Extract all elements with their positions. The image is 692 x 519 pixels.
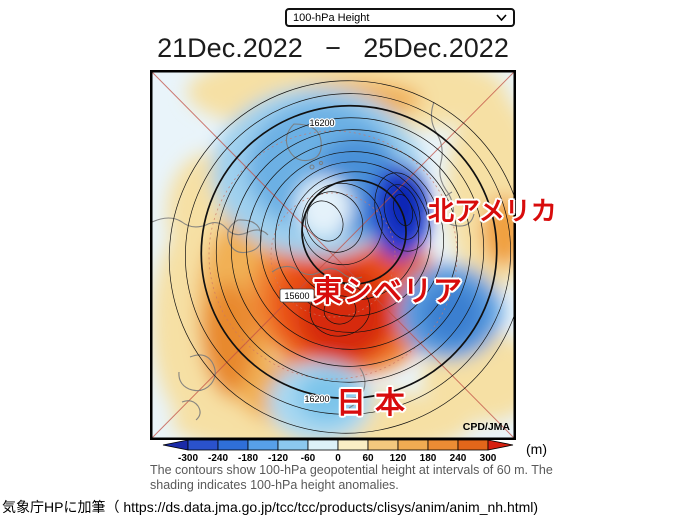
variable-select[interactable]: 100-hPa Height xyxy=(285,8,515,27)
colorbar-segment xyxy=(247,440,279,451)
colorbar-tick-label: 120 xyxy=(390,453,407,464)
colorbar-segment xyxy=(187,440,219,451)
colorbar-tick-label: -120 xyxy=(268,453,288,464)
colorbar-left-arrow xyxy=(162,440,189,451)
colorbar-tick-label: -240 xyxy=(208,453,228,464)
colorbar-right-arrow xyxy=(487,440,514,451)
height-contours xyxy=(168,80,514,434)
source-note: 気象庁HPに加筆（ https://ds.data.jma.go.jp/tcc/… xyxy=(2,499,539,515)
colorbar-segment xyxy=(217,440,249,451)
colorbar-ticks: -300 -240 -180 -120 -60 0 60 120 180 240 300 xyxy=(178,453,497,464)
figure-caption: The contours show 100-hPa geopotential h… xyxy=(150,463,620,492)
colorbar-segments xyxy=(187,440,489,451)
colorbar-tick-label: -180 xyxy=(238,453,258,464)
contour-label-middle-box: 15600 xyxy=(279,288,315,303)
colorbar-tick-label: 0 xyxy=(335,453,341,464)
colorbar-segment xyxy=(337,440,369,451)
colorbar-segment xyxy=(457,440,489,451)
figure-caption-line1: The contours show 100-hPa geopotential h… xyxy=(150,463,553,477)
colorbar-segment xyxy=(307,440,339,451)
colorbar-tick-label: 60 xyxy=(362,453,374,464)
figure-caption-line2: shading indicates 100-hPa height anomali… xyxy=(150,477,399,492)
credit-label: CPD/JMA xyxy=(463,421,511,433)
chevron-down-icon xyxy=(496,14,507,21)
colorbar-segment xyxy=(277,440,309,451)
colorbar-tick-label: 240 xyxy=(450,453,467,464)
annotation-japan: 日本 xyxy=(336,387,414,420)
colorbar-segment xyxy=(427,440,459,451)
colorbar-segment xyxy=(367,440,399,451)
date-range-title: 21Dec.2022 − 25Dec.2022 xyxy=(157,33,509,63)
colorbar-tick-label: 300 xyxy=(480,453,497,464)
annotation-east-siberia: 東シベリア xyxy=(313,276,464,308)
colorbar-unit: (m) xyxy=(526,441,547,457)
map-canvas: 16200 15600 16200 CPD/JMA xyxy=(152,72,514,438)
contour-label-middle: 15600 xyxy=(284,291,309,301)
height-anomaly-map: 16200 15600 16200 CPD/JMA xyxy=(150,70,516,440)
contour-label-bottom: 16200 xyxy=(304,394,329,404)
contour-label-top: 16200 xyxy=(309,118,334,128)
colorbar-segment xyxy=(397,440,429,451)
annotation-north-america: 北アメリカ xyxy=(428,196,557,226)
colorbar-tick-label: -60 xyxy=(301,453,316,464)
colorbar: -300 -240 -180 -120 -60 0 60 120 180 240 300 xyxy=(162,440,514,464)
variable-select-value: 100-hPa Height xyxy=(293,11,370,24)
colorbar-tick-label: -300 xyxy=(178,453,198,464)
colorbar-tick-label: 180 xyxy=(420,453,437,464)
